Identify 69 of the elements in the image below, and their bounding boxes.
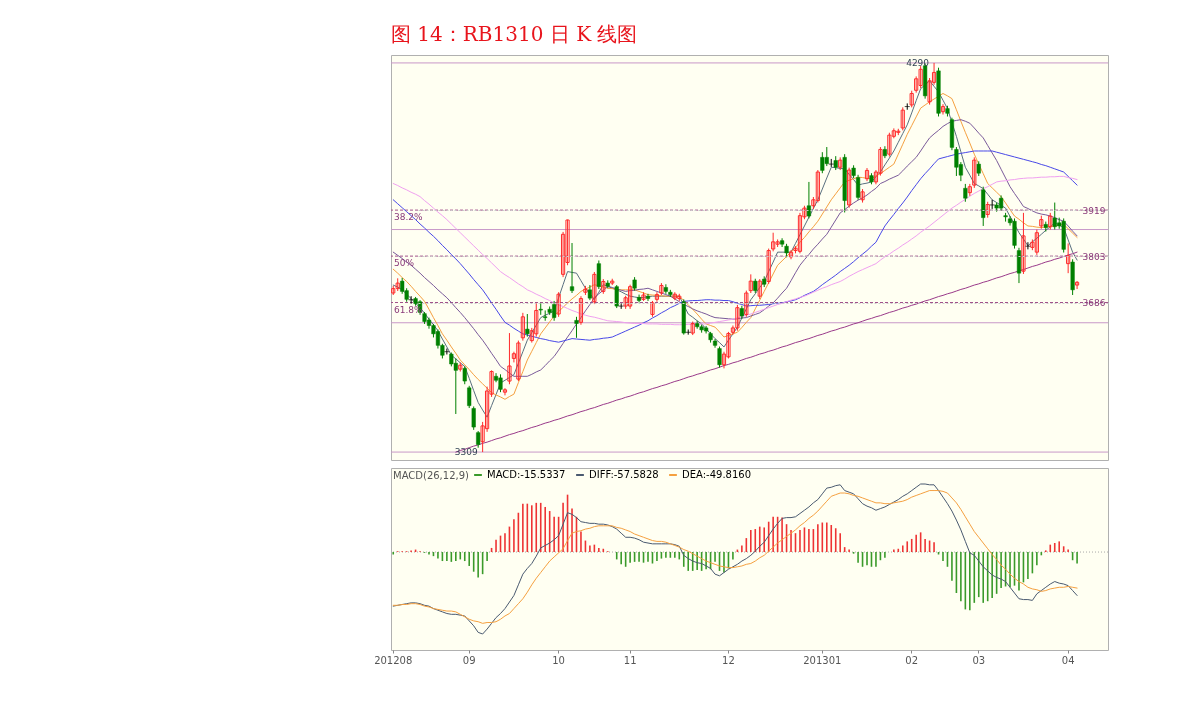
candlestick bbox=[592, 271, 597, 305]
candlestick bbox=[637, 294, 642, 304]
annotation: 50% bbox=[394, 258, 415, 269]
candlestick bbox=[502, 387, 508, 396]
candlestick bbox=[516, 340, 521, 382]
candlestick bbox=[847, 167, 852, 209]
candlestick bbox=[520, 312, 525, 342]
candlestick bbox=[408, 295, 414, 305]
candlestick bbox=[1066, 242, 1071, 274]
x-tick-label: 02 bbox=[905, 654, 919, 666]
candlestick bbox=[815, 169, 820, 204]
candlestick bbox=[453, 357, 458, 415]
annotation: 38.2% bbox=[394, 212, 424, 223]
candlestick bbox=[596, 259, 601, 290]
candlestick bbox=[771, 232, 776, 252]
candlestick bbox=[766, 248, 771, 285]
candlestick bbox=[757, 278, 762, 300]
x-tick-label: 201301 bbox=[803, 654, 842, 666]
candlestick bbox=[1016, 247, 1022, 284]
x-tick-label: 10 bbox=[552, 654, 565, 666]
candlestick bbox=[574, 316, 579, 339]
y-tick-label: 3686 bbox=[1082, 298, 1106, 309]
candlestick bbox=[1021, 212, 1026, 275]
candlestick bbox=[1052, 202, 1057, 231]
candlestick bbox=[1074, 280, 1080, 290]
x-tick-label: 04 bbox=[1061, 654, 1075, 666]
ref-line-label: 3309 bbox=[454, 447, 478, 458]
candlestick bbox=[972, 156, 977, 189]
candlestick bbox=[467, 385, 472, 409]
candlestick bbox=[685, 329, 691, 336]
candlestick bbox=[507, 332, 512, 385]
candlestick bbox=[444, 348, 450, 355]
x-tick-label: 09 bbox=[462, 654, 476, 666]
x-tick-label: 03 bbox=[972, 654, 986, 666]
candlestick bbox=[806, 181, 811, 219]
y-tick-label: 3919 bbox=[1082, 205, 1106, 216]
line-series bbox=[392, 175, 1078, 326]
x-tick-label: 201208 bbox=[374, 654, 413, 666]
ref-line-label: 4290 bbox=[906, 57, 930, 68]
line-series bbox=[392, 150, 1078, 343]
candlestick bbox=[904, 102, 910, 111]
candlestick bbox=[614, 284, 619, 309]
candlestick bbox=[1034, 229, 1039, 256]
legend-label: DIFF:-57.5828 bbox=[589, 469, 659, 480]
candlestick bbox=[525, 313, 530, 338]
chart-title: MACD(26,12,9) bbox=[393, 470, 470, 481]
y-tick-label: 3803 bbox=[1082, 251, 1106, 262]
x-tick-label: 11 bbox=[623, 654, 637, 666]
candlestick bbox=[887, 132, 892, 158]
candlestick bbox=[735, 304, 740, 332]
candlestick bbox=[864, 167, 870, 182]
candlestick bbox=[543, 309, 548, 322]
candlestick bbox=[471, 405, 476, 431]
candlestick bbox=[820, 151, 825, 174]
x-tick-label: 12 bbox=[722, 654, 735, 666]
legend-label: DEA:-49.8160 bbox=[682, 469, 752, 480]
candlestick bbox=[717, 346, 722, 369]
candlestick bbox=[556, 291, 561, 318]
candlestick bbox=[534, 302, 539, 338]
candlestick bbox=[578, 295, 584, 326]
chart-title: 图 14：RB1310 日 K 线图 bbox=[391, 22, 638, 46]
candlestick bbox=[918, 65, 923, 89]
candlestick bbox=[824, 146, 829, 167]
candlestick bbox=[788, 249, 794, 260]
candlestick bbox=[1025, 241, 1031, 250]
legend-label: MACD:-15.5337 bbox=[487, 469, 566, 480]
candlestick bbox=[900, 106, 905, 131]
line-series bbox=[455, 251, 1078, 453]
candlestick bbox=[569, 242, 575, 294]
